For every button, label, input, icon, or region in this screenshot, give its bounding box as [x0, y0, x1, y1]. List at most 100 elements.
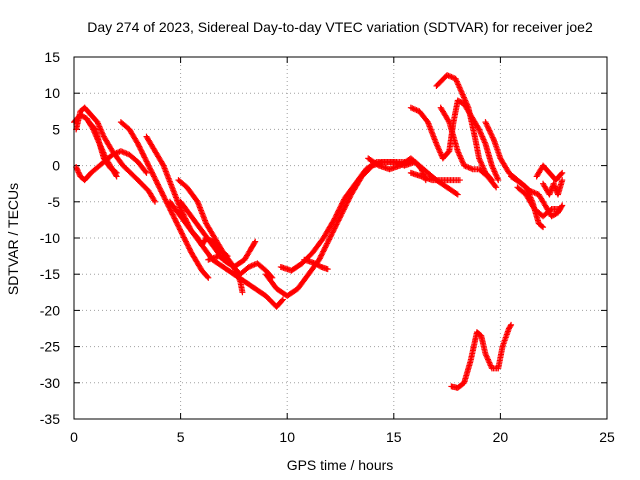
data-point [152, 198, 159, 205]
tick-labels: 0 5 10 15 20 25 15 10 5 0 -5 -10 -15 -20 -25 -30 -35 [40, 49, 615, 445]
data-point [204, 273, 211, 280]
data-point [170, 214, 177, 221]
data-point [157, 187, 164, 194]
data-point [138, 149, 145, 156]
axis-ticks [73, 56, 608, 420]
data-point [489, 134, 496, 141]
data-point [559, 177, 566, 184]
data-point [316, 256, 323, 263]
x-tick-label: 0 [70, 429, 78, 445]
series-arc-v [533, 162, 566, 184]
chart-title: Day 274 of 2023, Sidereal Day-to-day VTE… [87, 19, 593, 35]
series-arc-r [437, 104, 500, 191]
x-tick-label: 20 [493, 429, 509, 445]
data-point [490, 135, 497, 142]
data-point [337, 204, 344, 211]
data-point [326, 235, 333, 241]
data-point [322, 243, 329, 250]
data-point [320, 248, 327, 255]
data-point [186, 246, 193, 253]
data-point [76, 170, 83, 177]
data-point [340, 197, 347, 204]
data-point [485, 126, 492, 133]
data-point [75, 169, 82, 176]
data-point [319, 249, 326, 256]
data-point [185, 244, 192, 251]
data-point [174, 222, 181, 229]
data-point [456, 177, 463, 184]
data-point [148, 168, 155, 175]
x-tick-label: 5 [177, 429, 185, 445]
data-point [485, 124, 492, 131]
data-point [508, 321, 515, 328]
data-point [279, 297, 286, 304]
data-point [322, 244, 329, 251]
data-point [538, 223, 545, 230]
series-arc-e [117, 119, 212, 281]
data-point [145, 162, 152, 169]
data-point [339, 200, 346, 207]
data-point [332, 214, 339, 221]
x-axis-label: GPS time / hours [287, 457, 394, 473]
data-point [177, 206, 184, 213]
data-point [558, 170, 565, 177]
data-point [166, 204, 173, 211]
data-point [162, 197, 169, 204]
data-point [324, 266, 331, 273]
series-arc-k [262, 158, 429, 299]
data-point [327, 233, 334, 240]
series-arc-n [365, 155, 461, 198]
data-point [335, 208, 342, 215]
data-point [321, 245, 328, 252]
data-point [453, 190, 460, 197]
data-point [143, 158, 150, 165]
data-point [144, 161, 151, 168]
data-point [329, 229, 336, 236]
data-point [487, 130, 494, 137]
data-point [337, 203, 344, 210]
y-tick-label: -20 [40, 302, 60, 318]
x-tick-label: 15 [386, 429, 402, 445]
data-point [323, 241, 330, 248]
data-point [136, 144, 143, 151]
data-point [540, 224, 547, 231]
data-point [150, 172, 157, 179]
y-tick-label: -25 [40, 339, 60, 355]
data-point [332, 222, 339, 229]
data-point [252, 238, 259, 245]
data-point [557, 206, 564, 213]
data-point [339, 199, 346, 206]
y-tick-label: -15 [40, 266, 60, 282]
data-point [326, 236, 333, 243]
series-arc-u [514, 184, 564, 220]
y-tick-label: 0 [52, 158, 60, 174]
data-point [172, 218, 179, 225]
plot-frame [73, 56, 608, 420]
y-tick-label: -10 [40, 230, 60, 246]
data-point [74, 166, 81, 173]
series-arc-w [540, 177, 566, 198]
data-point [168, 210, 175, 217]
data-point [320, 247, 327, 254]
data-point [331, 216, 338, 223]
data-point [316, 255, 323, 262]
data-point [178, 207, 185, 214]
data-point [155, 182, 162, 189]
data-point [156, 184, 163, 191]
data-point [224, 253, 231, 260]
data-point [74, 168, 81, 175]
data-point [167, 207, 174, 214]
data-point [180, 233, 187, 240]
data-point [183, 239, 190, 246]
data-point [158, 189, 165, 196]
data-point [205, 274, 212, 281]
data-point [338, 201, 345, 208]
data-point [147, 166, 154, 173]
data-point [178, 230, 185, 237]
data-point [151, 174, 158, 181]
data-point [142, 157, 149, 164]
data-point [331, 225, 338, 232]
data-point [162, 196, 169, 203]
data-point [139, 150, 146, 157]
data-point [142, 155, 149, 162]
